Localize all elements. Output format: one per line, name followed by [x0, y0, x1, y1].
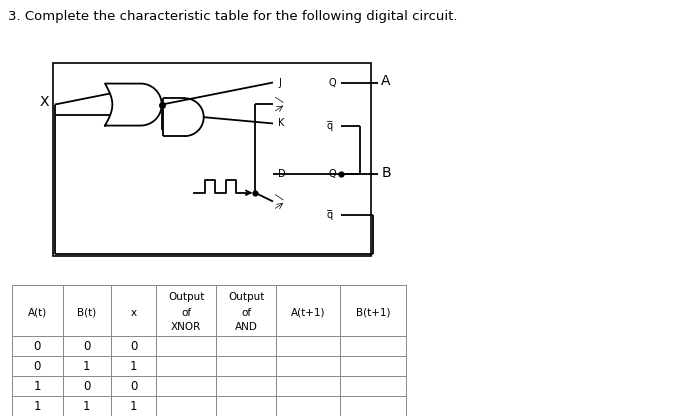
Bar — [273, 70, 342, 138]
Text: A(t): A(t) — [28, 307, 47, 317]
Text: 1: 1 — [83, 359, 90, 373]
Text: x: x — [130, 307, 136, 317]
Text: 1: 1 — [34, 399, 41, 413]
Text: 1: 1 — [130, 399, 137, 413]
Bar — [52, 62, 371, 256]
Text: 1: 1 — [34, 379, 41, 393]
Bar — [273, 159, 342, 228]
Text: K: K — [279, 119, 285, 129]
Text: 0: 0 — [130, 379, 137, 393]
Text: 1: 1 — [130, 359, 137, 373]
Text: AND: AND — [235, 322, 258, 332]
Text: 1: 1 — [83, 399, 90, 413]
Text: q̅: q̅ — [327, 210, 333, 220]
Text: q̅: q̅ — [327, 121, 333, 131]
Text: B(t): B(t) — [77, 307, 97, 317]
Text: XNOR: XNOR — [171, 322, 202, 332]
Text: Q: Q — [328, 77, 336, 87]
Text: B(t+1): B(t+1) — [356, 307, 391, 317]
Text: B: B — [382, 166, 391, 180]
Text: Q: Q — [328, 169, 336, 179]
Text: J: J — [279, 77, 281, 87]
Text: Output: Output — [168, 292, 204, 302]
Text: 0: 0 — [130, 339, 137, 353]
Text: 3. Complete the characteristic table for the following digital circuit.: 3. Complete the characteristic table for… — [8, 10, 458, 23]
Text: 0: 0 — [83, 379, 90, 393]
Text: of: of — [181, 307, 191, 317]
Text: of: of — [241, 307, 251, 317]
Text: D: D — [279, 169, 286, 179]
Text: 0: 0 — [34, 339, 41, 353]
Text: A: A — [382, 74, 391, 89]
Text: Output: Output — [228, 292, 265, 302]
Text: X: X — [40, 95, 49, 109]
Text: 0: 0 — [34, 359, 41, 373]
Text: 0: 0 — [83, 339, 90, 353]
Text: A(t+1): A(t+1) — [290, 307, 326, 317]
